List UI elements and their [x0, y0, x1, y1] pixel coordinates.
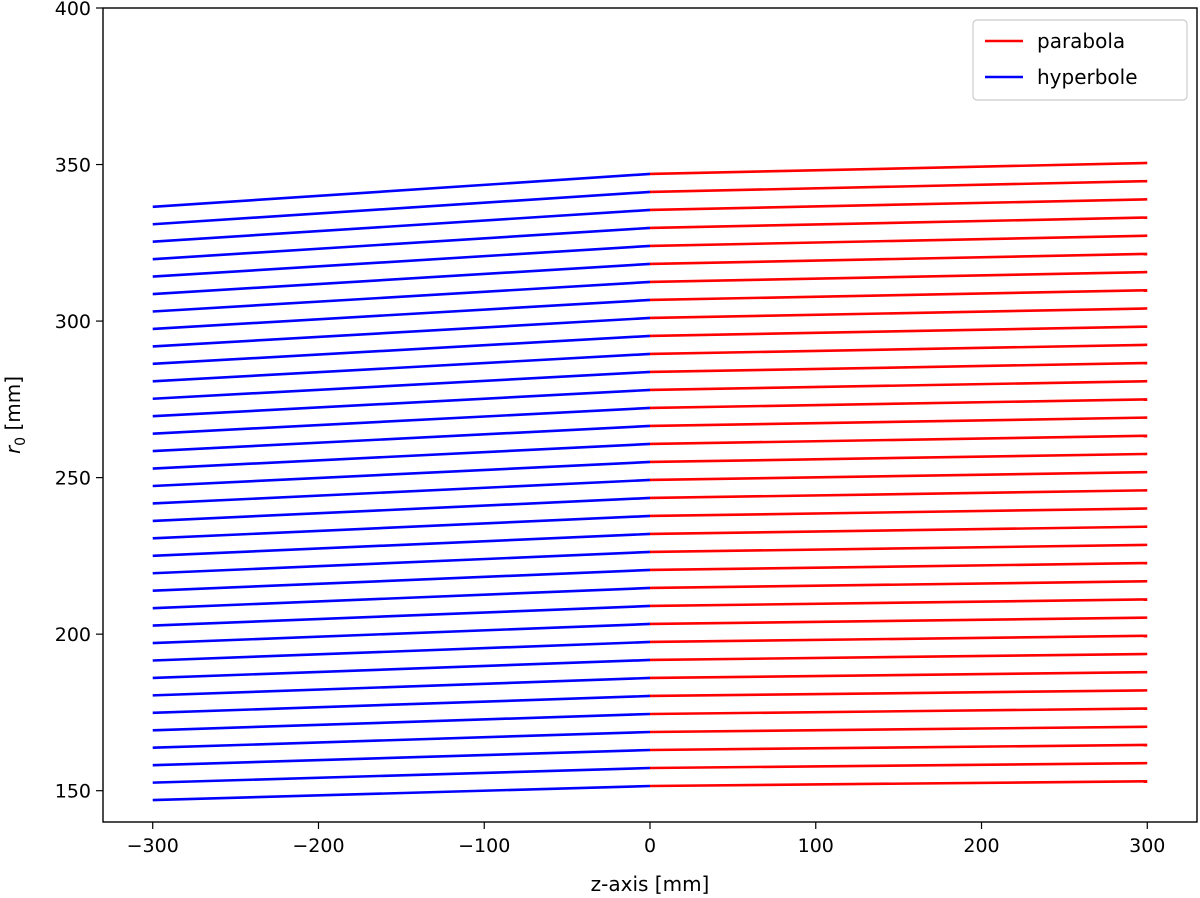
series-line-parabola — [649, 525, 1148, 536]
plot-frame — [102, 7, 1198, 823]
series-line-hyperbole — [152, 784, 651, 802]
series-line-parabola — [649, 288, 1148, 302]
y-tick-label: 400 — [55, 0, 91, 20]
series-line-hyperbole — [152, 388, 651, 418]
series-line-parabola — [649, 234, 1148, 248]
series-line-hyperbole — [152, 532, 651, 558]
series-line-parabola — [649, 416, 1148, 428]
series-line-parabola — [649, 689, 1148, 698]
series-line-hyperbole — [152, 550, 651, 575]
series-line-parabola — [649, 652, 1148, 662]
x-axis: −300 −200 −100 0 100 200 300 — [127, 822, 1165, 857]
series-line-hyperbole — [152, 586, 651, 610]
x-axis-label: z-axis [mm] — [591, 872, 710, 896]
series-line-hyperbole — [152, 424, 651, 453]
y-tick-label: 300 — [55, 311, 91, 333]
x-tick-label: −300 — [127, 835, 179, 857]
series-layer — [152, 161, 1148, 802]
series-line-parabola — [649, 707, 1148, 716]
series-line-hyperbole — [152, 442, 651, 470]
x-tick-label: −100 — [458, 835, 510, 857]
series-line-hyperbole — [152, 208, 651, 244]
y-tick-label: 150 — [55, 781, 91, 803]
series-line-parabola — [649, 216, 1148, 230]
legend-box — [972, 19, 1188, 101]
x-tick-label: −200 — [292, 835, 344, 857]
series-line-hyperbole — [152, 280, 651, 313]
x-tick-label: 100 — [798, 835, 834, 857]
series-line-parabola — [649, 307, 1148, 320]
series-line-hyperbole — [152, 640, 651, 662]
series-line-hyperbole — [152, 568, 651, 592]
series-line-hyperbole — [152, 352, 651, 383]
series-line-hyperbole — [152, 604, 651, 627]
series-line-parabola — [649, 361, 1148, 374]
y-tick-label: 350 — [55, 155, 91, 177]
series-line-hyperbole — [152, 694, 651, 715]
series-line-hyperbole — [152, 190, 651, 226]
x-tick-label: 0 — [644, 835, 656, 857]
series-line-parabola — [649, 489, 1148, 500]
series-line-hyperbole — [152, 370, 651, 401]
series-line-parabola — [649, 252, 1148, 266]
series-line-hyperbole — [152, 766, 651, 784]
series-line-hyperbole — [152, 262, 651, 296]
series-line-parabola — [649, 434, 1148, 446]
series-line-hyperbole — [152, 658, 651, 680]
y-axis-label: r0 [mm] — [1, 376, 29, 454]
series-line-parabola — [649, 780, 1148, 788]
y-axis-label-symbol: r — [1, 444, 25, 454]
series-line-hyperbole — [152, 730, 651, 750]
series-line-hyperbole — [152, 748, 651, 767]
series-line-parabola — [649, 725, 1148, 734]
series-line-parabola — [649, 598, 1148, 608]
series-line-parabola — [649, 198, 1148, 212]
legend: parabola hyperbole — [972, 19, 1188, 101]
series-line-parabola — [649, 343, 1148, 356]
y-axis: 150 200 250 300 350 400 — [55, 0, 103, 803]
legend-label-parabola: parabola — [1037, 29, 1125, 53]
x-tick-label: 300 — [1129, 835, 1165, 857]
series-line-parabola — [649, 579, 1148, 590]
series-line-parabola — [649, 470, 1148, 482]
series-line-parabola — [649, 670, 1148, 680]
series-line-hyperbole — [152, 316, 651, 348]
series-line-hyperbole — [152, 712, 651, 732]
y-tick-label: 250 — [55, 468, 91, 490]
series-line-parabola — [649, 543, 1148, 554]
series-line-hyperbole — [152, 676, 651, 697]
series-line-hyperbole — [152, 496, 651, 523]
series-line-parabola — [649, 325, 1148, 338]
series-line-parabola — [649, 634, 1148, 644]
series-line-hyperbole — [152, 226, 651, 261]
series-line-parabola — [649, 398, 1148, 410]
series-line-hyperbole — [152, 334, 651, 366]
series-line-parabola — [649, 743, 1148, 752]
series-line-hyperbole — [152, 244, 651, 278]
y-axis-label-unit: [mm] — [1, 376, 25, 437]
x-tick-label: 200 — [963, 835, 999, 857]
series-line-parabola — [649, 507, 1148, 518]
series-line-hyperbole — [152, 460, 651, 488]
series-line-parabola — [649, 561, 1148, 572]
series-line-parabola — [649, 616, 1148, 626]
series-line-hyperbole — [152, 514, 651, 540]
legend-label-hyperbole: hyperbole — [1037, 65, 1138, 89]
series-line-parabola — [649, 161, 1148, 176]
series-line-parabola — [649, 379, 1148, 392]
y-tick-label: 200 — [55, 624, 91, 646]
series-line-hyperbole — [152, 298, 651, 331]
series-line-parabola — [649, 761, 1148, 770]
series-line-parabola — [649, 452, 1148, 464]
series-line-parabola — [649, 179, 1148, 194]
series-line-hyperbole — [152, 172, 651, 209]
series-line-parabola — [649, 270, 1148, 284]
series-line-hyperbole — [152, 622, 651, 645]
y-axis-label-subscript: 0 — [13, 437, 29, 446]
series-line-hyperbole — [152, 406, 651, 435]
series-line-hyperbole — [152, 478, 651, 505]
